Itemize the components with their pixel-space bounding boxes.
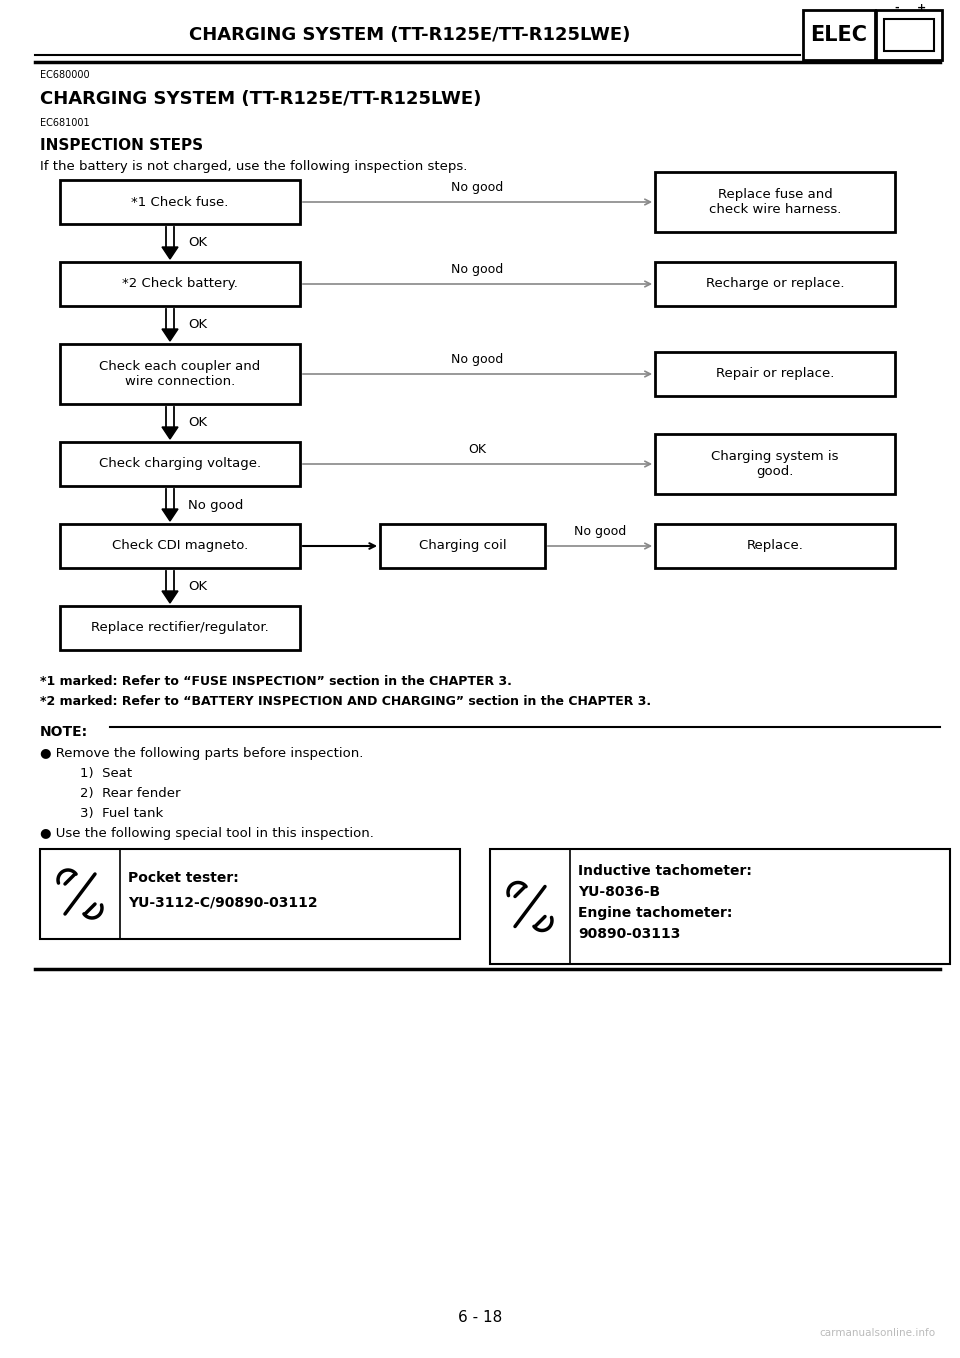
Bar (876, 10, 942, 60)
Text: OK: OK (188, 417, 207, 429)
Text: Charging coil: Charging coil (419, 539, 506, 553)
Text: 90890-03113: 90890-03113 (578, 928, 681, 941)
Polygon shape (162, 247, 178, 259)
Text: Engine tachometer:: Engine tachometer: (578, 906, 732, 919)
Text: CHARGING SYSTEM (TT-R125E/TT-R125LWE): CHARGING SYSTEM (TT-R125E/TT-R125LWE) (40, 90, 481, 109)
Text: 2)  Rear fender: 2) Rear fender (80, 788, 180, 800)
Text: +: + (917, 3, 926, 12)
Text: OK: OK (188, 236, 207, 250)
Bar (60, 262, 300, 306)
Text: OK: OK (468, 443, 487, 456)
Bar (40, 849, 460, 938)
Text: carmanualsonline.info: carmanualsonline.info (819, 1328, 935, 1338)
Text: OK: OK (188, 319, 207, 331)
Text: ● Remove the following parts before inspection.: ● Remove the following parts before insp… (40, 747, 364, 760)
Bar (60, 606, 300, 650)
Text: *2 Check battery.: *2 Check battery. (122, 277, 238, 291)
Text: Charging system is
good.: Charging system is good. (711, 449, 839, 478)
Bar (655, 524, 895, 568)
Text: EC680000: EC680000 (40, 71, 89, 80)
Text: *2 marked: Refer to “BATTERY INSPECTION AND CHARGING” section in the CHAPTER 3.: *2 marked: Refer to “BATTERY INSPECTION … (40, 695, 651, 708)
Bar (380, 524, 545, 568)
Text: Check CDI magneto.: Check CDI magneto. (112, 539, 248, 553)
Text: EC681001: EC681001 (40, 118, 89, 128)
Text: NOTE:: NOTE: (40, 725, 88, 739)
Text: If the battery is not charged, use the following inspection steps.: If the battery is not charged, use the f… (40, 160, 468, 172)
Bar (655, 262, 895, 306)
Bar (917, 15, 926, 19)
Bar (884, 19, 934, 52)
Text: Replace rectifier/regulator.: Replace rectifier/regulator. (91, 622, 269, 634)
Polygon shape (162, 509, 178, 521)
Text: Recharge or replace.: Recharge or replace. (706, 277, 844, 291)
Bar (60, 441, 300, 486)
Polygon shape (162, 591, 178, 603)
Text: INSPECTION STEPS: INSPECTION STEPS (40, 139, 204, 153)
Bar (60, 524, 300, 568)
Text: Replace fuse and
check wire harness.: Replace fuse and check wire harness. (708, 187, 841, 216)
Text: -: - (895, 3, 899, 12)
Text: *1 Check fuse.: *1 Check fuse. (132, 196, 228, 209)
Text: Pocket tester:: Pocket tester: (128, 870, 239, 885)
Text: OK: OK (188, 580, 207, 593)
Text: 3)  Fuel tank: 3) Fuel tank (80, 807, 163, 820)
Bar (655, 352, 895, 397)
Bar (803, 10, 875, 60)
Text: No good: No good (451, 353, 504, 367)
Text: 1)  Seat: 1) Seat (80, 767, 132, 779)
Polygon shape (162, 329, 178, 341)
Text: Inductive tachometer:: Inductive tachometer: (578, 864, 752, 879)
Text: 6 - 18: 6 - 18 (458, 1310, 502, 1325)
Bar (655, 172, 895, 232)
Bar (892, 15, 901, 19)
Text: No good: No good (451, 263, 504, 276)
Text: No good: No good (451, 181, 504, 194)
Text: ELEC: ELEC (810, 24, 868, 45)
Text: ● Use the following special tool in this inspection.: ● Use the following special tool in this… (40, 827, 373, 841)
Polygon shape (162, 426, 178, 439)
Text: Replace.: Replace. (747, 539, 804, 553)
Bar (490, 849, 950, 964)
Text: CHARGING SYSTEM (TT-R125E/TT-R125LWE): CHARGING SYSTEM (TT-R125E/TT-R125LWE) (189, 26, 631, 43)
Text: YU-3112-C/90890-03112: YU-3112-C/90890-03112 (128, 895, 318, 909)
Bar (60, 344, 300, 403)
Text: Check each coupler and
wire connection.: Check each coupler and wire connection. (100, 360, 260, 388)
Bar (655, 435, 895, 494)
Text: No good: No good (188, 498, 244, 512)
Text: Repair or replace.: Repair or replace. (716, 368, 834, 380)
Text: *1 marked: Refer to “FUSE INSPECTION” section in the CHAPTER 3.: *1 marked: Refer to “FUSE INSPECTION” se… (40, 675, 512, 689)
Text: Check charging voltage.: Check charging voltage. (99, 458, 261, 470)
Text: YU-8036-B: YU-8036-B (578, 885, 660, 899)
Text: No good: No good (574, 526, 626, 538)
Bar (60, 181, 300, 224)
